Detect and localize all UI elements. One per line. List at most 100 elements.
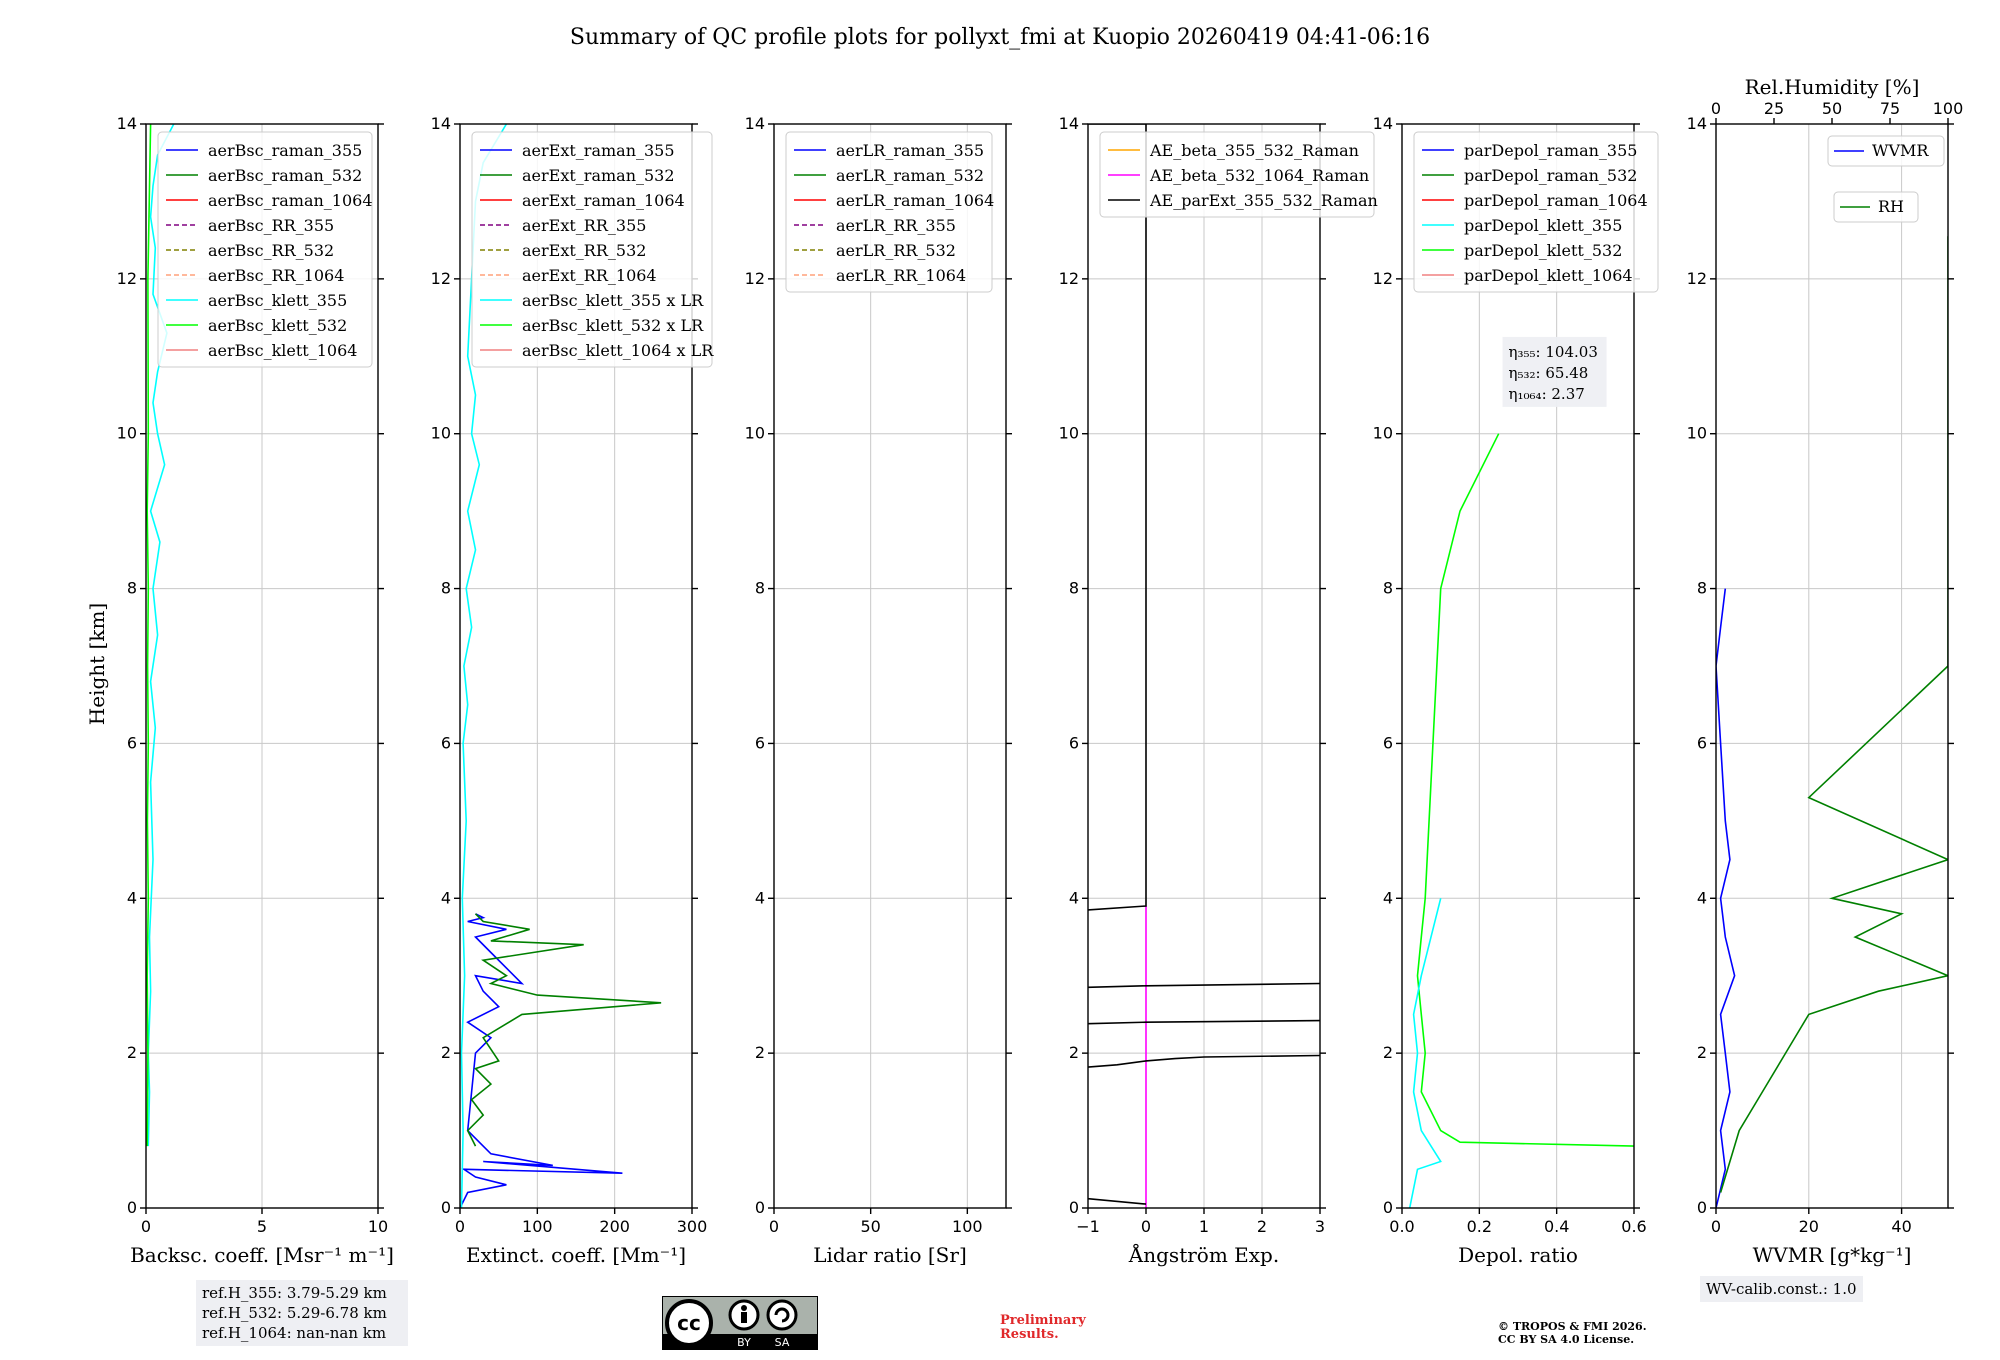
series-line-aerExt_raman_355 xyxy=(460,913,623,1208)
x-axis-label: Backsc. coeff. [Msr⁻¹ m⁻¹] xyxy=(130,1243,394,1267)
x-tick-label: 10 xyxy=(368,1217,388,1236)
legend-label: aerBsc_RR_1064 xyxy=(208,266,344,285)
x-tick-label: 20 xyxy=(1799,1217,1819,1236)
x-tick-label: 0 xyxy=(455,1217,465,1236)
legend-label: parDepol_klett_1064 xyxy=(1464,266,1633,285)
y-tick-label: 2 xyxy=(1383,1043,1393,1062)
y-tick-label: 14 xyxy=(1687,114,1707,133)
refh-1064: ref.H_1064: nan-nan km xyxy=(202,1324,387,1342)
legend-label: aerBsc_RR_355 xyxy=(208,216,334,235)
y-tick-label: 8 xyxy=(127,579,137,598)
y-tick-label: 4 xyxy=(441,888,451,907)
axes-frame xyxy=(459,123,693,1209)
series-line-parDepol_klett_355 xyxy=(1408,898,1442,1208)
y-tick-label: 0 xyxy=(755,1198,765,1217)
x-tick-label: 300 xyxy=(677,1217,708,1236)
series-line-AE_parExt_355_532_Raman-b xyxy=(1088,982,1320,989)
legend-box xyxy=(471,131,713,368)
axes-frame xyxy=(773,123,1007,1209)
legend: AE_beta_355_532_Raman AE_beta_532_1064_Ra… xyxy=(1099,131,1378,218)
legend: parDepol_raman_355 parDepol_raman_532 parD… xyxy=(1413,131,1659,293)
legend-label: aerBsc_klett_355 x LR xyxy=(522,291,704,310)
panel-depolarization: 0 2 4 6 8 10 12 14 0.0 0.2 0.4 0.6 Depol. ratio parDe… xyxy=(1373,114,1659,1267)
y-tick-label: 2 xyxy=(755,1043,765,1062)
refh-532: ref.H_532: 5.29-6.78 km xyxy=(202,1304,387,1322)
y-tick-label: 2 xyxy=(1069,1043,1079,1062)
legend-label: aerExt_RR_1064 xyxy=(522,266,657,285)
x-tick-label: 0 xyxy=(1141,1217,1151,1236)
legend-label: aerLR_RR_1064 xyxy=(836,266,966,285)
x-tick-label: 0 xyxy=(1711,1217,1721,1236)
axes-frame xyxy=(1715,123,1949,1209)
legend-label: AE_beta_355_532_Raman xyxy=(1149,141,1359,160)
series-line-AE_parExt_355_532_Raman-d xyxy=(1088,1054,1320,1068)
legend-label: aerExt_raman_355 xyxy=(522,141,675,160)
y-tick-label: 4 xyxy=(755,888,765,907)
y-tick-label: 6 xyxy=(1069,733,1079,752)
x-tick-label: −1 xyxy=(1076,1217,1100,1236)
y-tick-label: 6 xyxy=(441,733,451,752)
y-tick-label: 14 xyxy=(1373,114,1393,133)
y-tick-label: 8 xyxy=(1697,579,1707,598)
panel-lidar_ratio: 0 2 4 6 8 10 12 14 0 50 100 Lidar ratio [Sr] aerLR_r… xyxy=(745,114,1012,1267)
legend: aerLR_raman_355 aerLR_raman_532 aerLR_rama… xyxy=(785,131,994,293)
series-line-AE_parExt_355_532_Raman-e xyxy=(1088,1197,1147,1205)
series-line-RH xyxy=(1719,236,1948,1193)
y-tick-label: 0 xyxy=(441,1198,451,1217)
legend-label: aerBsc_raman_355 xyxy=(208,141,362,160)
legend-label: aerBsc_klett_1064 xyxy=(208,341,357,360)
y-tick-label: 14 xyxy=(1059,114,1079,133)
y-tick-label: 2 xyxy=(1697,1043,1707,1062)
legend-label: WVMR xyxy=(1872,141,1929,160)
wv-calib-box: WV-calib.const.: 1.0 xyxy=(1700,1276,1863,1302)
legend: aerExt_raman_355 aerExt_raman_532 aerExt_r… xyxy=(471,131,714,368)
series-line-aerExt_raman_532 xyxy=(466,913,662,1147)
x-axis-label: Extinct. coeff. [Mm⁻¹] xyxy=(466,1243,686,1267)
x-tick-label: 40 xyxy=(1891,1217,1911,1236)
legend-label: parDepol_klett_355 xyxy=(1464,216,1622,235)
series-line-aerBsc_klett_355-x-LR xyxy=(460,124,508,1208)
x-axis-label: Ångström Exp. xyxy=(1128,1242,1279,1267)
legend-label: parDepol_klett_532 xyxy=(1464,241,1622,260)
x-tick-label: 5 xyxy=(257,1217,267,1236)
legend-label: AE_parExt_355_532_Raman xyxy=(1149,191,1378,210)
copyright-note: © TROPOS & FMI 2026. CC BY SA 4.0 Licens… xyxy=(1498,1320,1647,1346)
legend-label: aerLR_RR_355 xyxy=(836,216,956,235)
top-x-tick-label: 0 xyxy=(1711,99,1721,118)
axes-frame xyxy=(1401,123,1635,1209)
x-tick-label: 0.4 xyxy=(1544,1217,1569,1236)
x-tick-label: 50 xyxy=(860,1217,880,1236)
legend-label: aerBsc_klett_532 x LR xyxy=(522,316,704,335)
series-line-parDepol_klett_532 xyxy=(1416,433,1634,1147)
y-tick-label: 8 xyxy=(1383,579,1393,598)
y-tick-label: 6 xyxy=(755,733,765,752)
legend-label: aerLR_RR_532 xyxy=(836,241,956,260)
x-tick-label: 0 xyxy=(769,1217,779,1236)
x-tick-label: 3 xyxy=(1315,1217,1325,1236)
series-line-WVMR xyxy=(1716,588,1736,1208)
series-group xyxy=(146,124,175,1147)
legend-box xyxy=(785,131,993,293)
y-tick-label: 10 xyxy=(745,424,765,443)
legend-label: aerBsc_raman_532 xyxy=(208,166,362,185)
y-tick-label: 14 xyxy=(431,114,451,133)
series-line-AE_parExt_355_532_Raman xyxy=(1088,124,1147,911)
legend-box xyxy=(1413,131,1659,293)
legend-box xyxy=(1827,135,1945,167)
y-tick-label: 4 xyxy=(1383,888,1393,907)
legend-box xyxy=(1833,191,1919,223)
y-tick-label: 6 xyxy=(1697,733,1707,752)
y-tick-label: 2 xyxy=(127,1043,137,1062)
y-tick-label: 12 xyxy=(431,269,451,288)
cc-icon xyxy=(665,1299,713,1347)
y-axis-label: Height [km] xyxy=(85,603,109,725)
cc-by-label: BY xyxy=(737,1336,751,1349)
panel-backscatter: 0 2 4 6 8 10 12 14 0 5 10 Backsc. coeff. [Msr⁻¹ m⁻¹… xyxy=(117,114,394,1267)
y-tick-label: 10 xyxy=(1373,424,1393,443)
eta-annotation: η₃₅₅: 104.03 xyxy=(1509,343,1598,361)
y-tick-label: 10 xyxy=(1059,424,1079,443)
legend-label: parDepol_raman_1064 xyxy=(1464,191,1648,210)
series-group xyxy=(1408,433,1634,1208)
